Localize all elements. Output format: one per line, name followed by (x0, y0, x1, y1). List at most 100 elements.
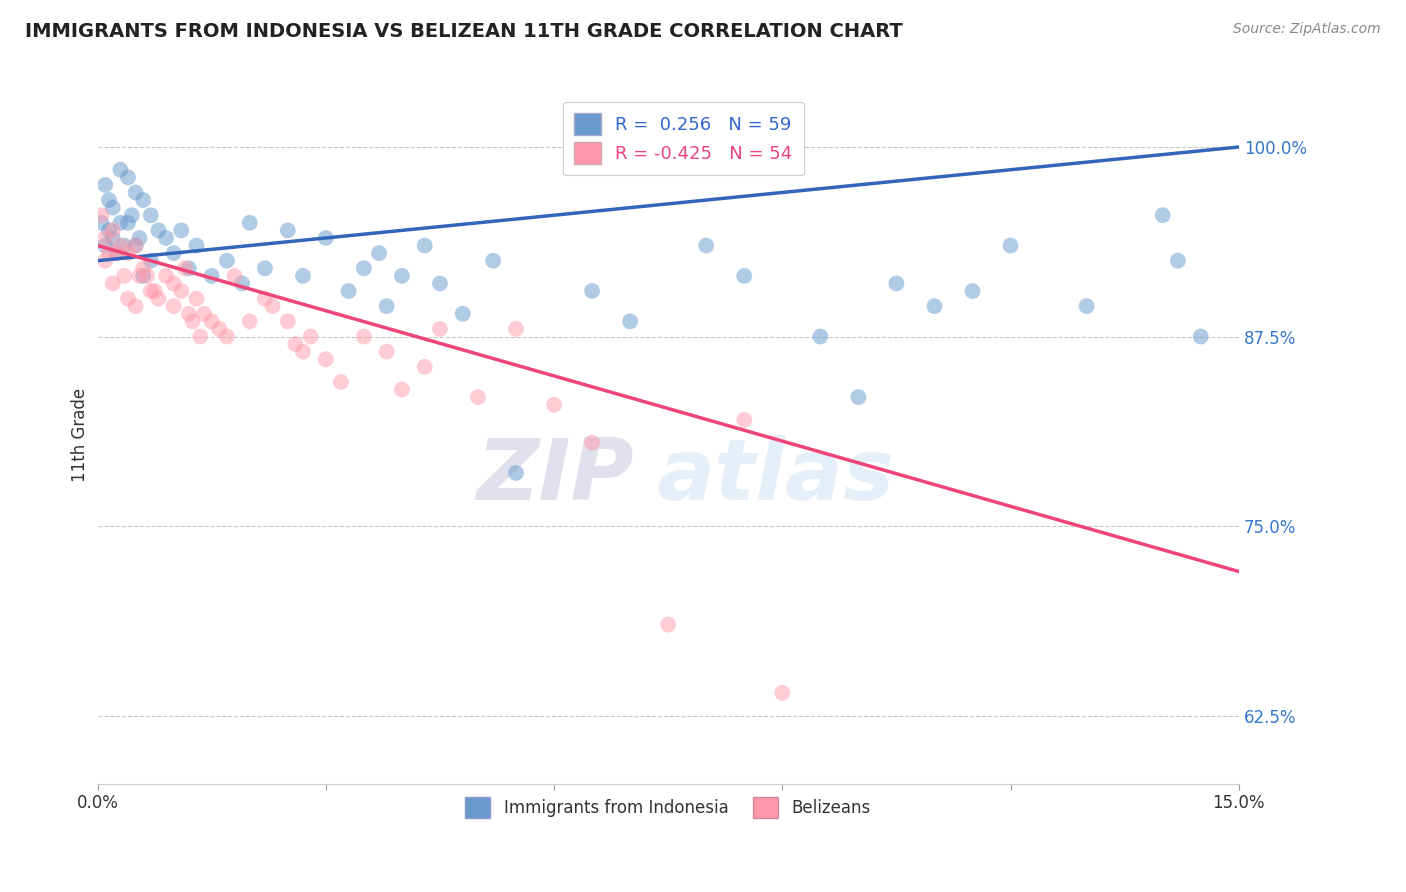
Point (482, 253, 505, 268)
Point (1000, 238, 1022, 252)
Point (924, 299, 946, 313)
Point (148, 292, 170, 306)
Point (132, 261, 155, 276)
Point (101, 223, 124, 237)
Point (170, 284, 193, 298)
Point (467, 390, 489, 404)
Point (94, 238, 117, 252)
Point (128, 231, 150, 245)
Point (962, 284, 984, 298)
Point (117, 292, 139, 306)
Point (315, 231, 337, 245)
Point (277, 223, 299, 237)
Point (90, 208, 112, 222)
Point (90, 216, 112, 230)
Point (208, 322, 231, 336)
Point (105, 246, 128, 260)
Legend: Immigrants from Indonesia, Belizeans: Immigrants from Indonesia, Belizeans (458, 790, 877, 824)
Point (98, 246, 121, 260)
Point (1076, 299, 1098, 313)
Point (101, 277, 124, 291)
Point (330, 375, 353, 389)
Point (124, 238, 146, 252)
Point (155, 268, 177, 283)
Point (391, 268, 413, 283)
Point (139, 208, 162, 222)
Point (315, 352, 337, 367)
Point (391, 383, 413, 397)
Point (101, 201, 124, 215)
Point (177, 261, 200, 276)
Point (299, 329, 322, 343)
Point (215, 329, 238, 343)
Point (657, 617, 679, 632)
Point (117, 216, 139, 230)
Point (231, 277, 253, 291)
Text: IMMIGRANTS FROM INDONESIA VS BELIZEAN 11TH GRADE CORRELATION CHART: IMMIGRANTS FROM INDONESIA VS BELIZEAN 11… (25, 22, 903, 41)
Point (619, 314, 641, 328)
Point (110, 216, 132, 230)
Point (124, 186, 146, 200)
Point (886, 277, 908, 291)
Point (581, 284, 603, 298)
Y-axis label: 11th Grade: 11th Grade (72, 388, 89, 482)
Point (105, 246, 128, 260)
Point (94, 178, 117, 192)
Point (132, 193, 155, 207)
Point (112, 268, 135, 283)
Point (128, 268, 150, 283)
Point (186, 292, 208, 306)
Point (136, 268, 159, 283)
Point (505, 466, 527, 480)
Point (94, 231, 117, 245)
Point (505, 322, 527, 336)
Point (375, 344, 398, 359)
Point (291, 268, 314, 283)
Point (1167, 253, 1189, 268)
Point (188, 329, 211, 343)
Text: ZIP: ZIP (477, 435, 634, 518)
Point (124, 238, 146, 252)
Point (148, 223, 170, 237)
Point (201, 314, 224, 328)
Point (770, 686, 793, 700)
Point (155, 231, 177, 245)
Point (253, 261, 276, 276)
Point (581, 435, 603, 450)
Point (110, 162, 132, 177)
Point (253, 292, 276, 306)
Point (177, 307, 200, 321)
Point (139, 284, 162, 298)
Point (143, 284, 166, 298)
Point (429, 322, 451, 336)
Point (1152, 208, 1174, 222)
Point (124, 299, 146, 313)
Point (193, 307, 215, 321)
Point (413, 359, 436, 374)
Point (101, 231, 124, 245)
Point (353, 261, 375, 276)
Point (98, 193, 121, 207)
Point (413, 238, 436, 252)
Point (451, 307, 474, 321)
Text: Source: ZipAtlas.com: Source: ZipAtlas.com (1233, 22, 1381, 37)
Point (368, 246, 391, 260)
Text: atlas: atlas (657, 435, 894, 518)
Point (337, 284, 360, 298)
Point (291, 344, 314, 359)
Point (117, 246, 139, 260)
Point (112, 238, 135, 252)
Point (139, 253, 162, 268)
Point (121, 208, 143, 222)
Point (375, 299, 398, 313)
Point (117, 170, 139, 185)
Point (543, 398, 565, 412)
Point (98, 223, 121, 237)
Point (695, 238, 717, 252)
Point (215, 253, 238, 268)
Point (239, 314, 262, 328)
Point (284, 337, 307, 351)
Point (186, 238, 208, 252)
Point (163, 299, 186, 313)
Point (808, 329, 831, 343)
